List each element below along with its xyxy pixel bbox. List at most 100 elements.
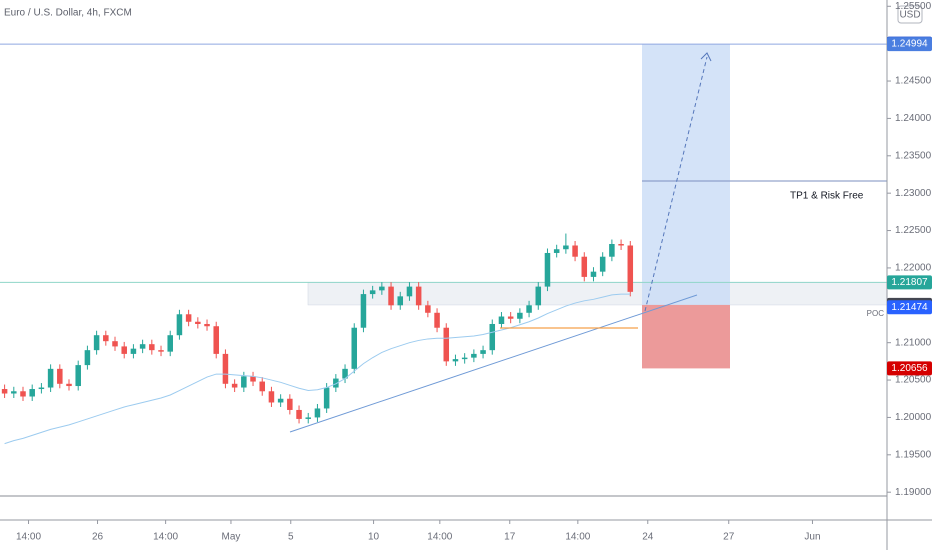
poc-zone	[307, 282, 888, 306]
y-tick-label: 1.19500	[895, 449, 932, 460]
candle-body	[599, 256, 606, 272]
candle-body	[158, 350, 164, 352]
candle-body	[139, 344, 146, 349]
candle-body	[351, 327, 358, 369]
candle-body	[185, 314, 192, 322]
x-tick-label: 14:00	[16, 532, 41, 543]
candle-body	[443, 327, 450, 362]
candle-body	[259, 381, 265, 392]
candle-body	[609, 244, 615, 257]
price-badge-label: 1.21474	[891, 302, 928, 313]
candle-body	[461, 357, 468, 360]
candle-body	[204, 323, 210, 327]
candle-body	[66, 383, 72, 387]
x-tick-label: Jun	[804, 532, 820, 543]
y-tick-label: 1.23500	[895, 150, 932, 161]
price-badge	[887, 300, 932, 315]
candle-body	[590, 271, 597, 277]
candle-body	[498, 316, 505, 324]
currency: USD	[899, 10, 920, 21]
candle-body	[471, 353, 477, 358]
candle-body	[360, 294, 367, 328]
candle-body	[47, 368, 54, 388]
y-tick-label: 1.24000	[895, 113, 932, 124]
target-zone	[642, 44, 730, 305]
price-badge	[887, 361, 932, 376]
price-badge-label: 1.24994	[891, 39, 928, 50]
candle-body	[268, 391, 275, 403]
candle-body	[29, 389, 35, 397]
x-tick-label: 14:00	[427, 532, 452, 543]
candle-body	[296, 409, 302, 419]
x-tick-label: 10	[368, 532, 380, 543]
price-badge-label: 1.21807	[891, 277, 928, 288]
candle-body	[20, 391, 26, 397]
x-tick-label: May	[221, 532, 240, 543]
price-badge	[887, 37, 932, 52]
candle-body	[93, 335, 100, 351]
price-badge-label: 1.20656	[891, 363, 928, 374]
candle-body	[1, 389, 8, 394]
candle-body	[277, 398, 284, 403]
arrow-head	[700, 52, 712, 62]
candle-body	[57, 368, 63, 384]
candle-body	[627, 245, 634, 292]
currency-box[interactable]	[897, 5, 923, 24]
y-tick-label: 1.24500	[895, 76, 932, 87]
candle-body	[167, 335, 173, 352]
candle-body	[121, 346, 127, 354]
candle-body	[287, 398, 293, 410]
candle-body	[425, 305, 431, 313]
y-tick-label: 1.21000	[895, 337, 932, 348]
candle-body	[75, 365, 81, 387]
candle-body	[553, 249, 560, 253]
moving-average	[4, 293, 631, 445]
x-tick-label: 26	[92, 532, 104, 543]
candle-body	[333, 378, 339, 388]
target-arrow	[644, 56, 708, 312]
candle-body	[434, 312, 440, 328]
x-tick-label: 27	[723, 532, 735, 543]
candle-body	[563, 245, 569, 250]
candle-body	[397, 296, 404, 306]
x-tick-label: 14:00	[565, 532, 590, 543]
candle-body	[84, 350, 91, 366]
x-tick-label: 5	[288, 532, 294, 543]
candle-body	[406, 286, 413, 297]
candle-body	[314, 408, 321, 418]
trend-line	[289, 294, 698, 433]
candle-body	[517, 312, 523, 319]
candle-body	[38, 387, 45, 390]
candle-body	[480, 350, 486, 354]
y-tick-label: 1.22000	[895, 263, 932, 274]
candle-body	[195, 321, 201, 324]
price-badge	[887, 275, 932, 290]
candle-body	[305, 417, 312, 419]
candle-body	[369, 290, 376, 295]
candle-body	[149, 344, 155, 351]
candle-body	[213, 326, 219, 354]
candle-body	[103, 335, 109, 342]
axis-labels: 1.190001.195001.200001.205001.210001.215…	[16, 1, 932, 543]
x-tick-label: 24	[642, 532, 654, 543]
candle-body	[231, 383, 238, 388]
candle-body	[544, 252, 551, 287]
candle-body	[323, 387, 330, 409]
candle-body	[388, 286, 394, 306]
candle-body	[130, 348, 137, 354]
candle-body	[415, 286, 422, 306]
x-tick-label: 14:00	[153, 532, 178, 543]
stop-zone	[642, 304, 730, 369]
candle-body	[526, 305, 532, 313]
y-tick-label: 1.23000	[895, 188, 932, 199]
y-tick-label: 1.19000	[895, 487, 932, 498]
chart-title: Euro / U.S. Dollar, 4h, FXCM	[4, 8, 132, 19]
candle-body	[112, 341, 118, 347]
candles	[1, 233, 634, 445]
candle-body	[489, 323, 496, 351]
candle-body	[618, 244, 624, 246]
candle-body	[572, 245, 578, 257]
annotation: TP1 & Risk Free	[790, 191, 864, 202]
candle-body	[379, 286, 385, 291]
